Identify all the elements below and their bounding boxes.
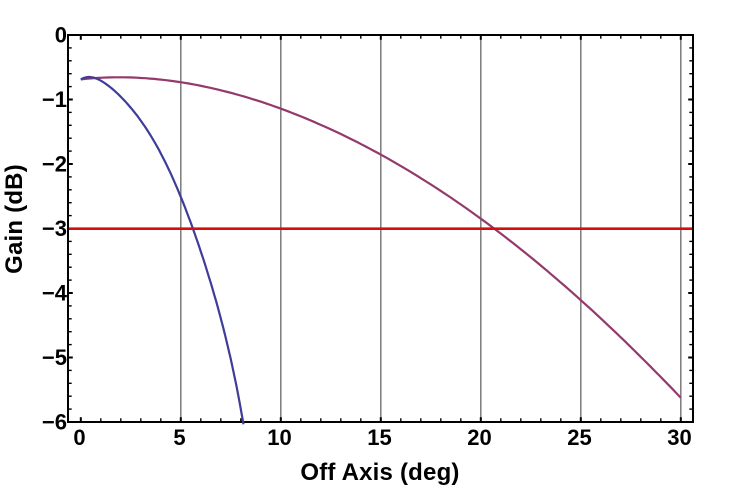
svg-text:0: 0 — [55, 23, 67, 48]
svg-text:−2: −2 — [42, 152, 67, 177]
svg-text:−1: −1 — [42, 87, 67, 112]
svg-text:20: 20 — [467, 425, 491, 450]
svg-text:25: 25 — [567, 425, 591, 450]
svg-text:10: 10 — [267, 425, 291, 450]
svg-text:−3: −3 — [42, 216, 67, 241]
svg-text:5: 5 — [173, 425, 185, 450]
svg-text:Gain (dB): Gain (dB) — [1, 164, 28, 274]
svg-text:−5: −5 — [42, 345, 67, 370]
svg-text:0: 0 — [73, 425, 85, 450]
svg-text:−4: −4 — [42, 281, 68, 306]
svg-text:30: 30 — [667, 425, 691, 450]
svg-text:15: 15 — [367, 425, 391, 450]
svg-text:−6: −6 — [42, 410, 67, 435]
svg-text:Off Axis (deg): Off Axis (deg) — [300, 459, 459, 486]
